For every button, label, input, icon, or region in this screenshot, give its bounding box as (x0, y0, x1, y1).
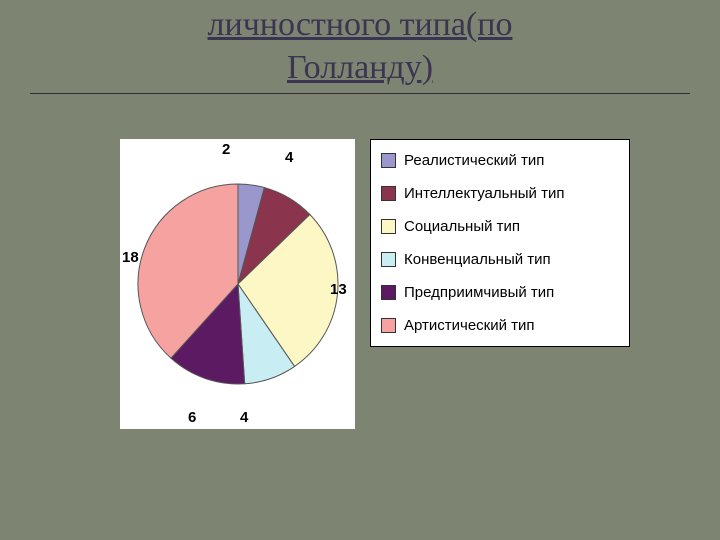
legend-label: Конвенциальный тип (404, 251, 551, 268)
legend-label: Артистический тип (404, 317, 535, 334)
title-line-1: личностного типа(по (208, 6, 513, 43)
legend-item: Реалистический тип (381, 152, 619, 169)
legend-label: Интеллектуальный тип (404, 185, 564, 202)
legend-item: Социальный тип (381, 218, 619, 235)
legend-item: Предприимчивый тип (381, 284, 619, 301)
chart-area: 2 4 13 4 6 18 Реалистический тип Интеллектуаль… (0, 94, 720, 489)
legend-label: Реалистический тип (404, 152, 544, 169)
pie-svg (133, 179, 343, 389)
legend-swatch (381, 252, 396, 267)
legend-label: Социальный тип (404, 218, 520, 235)
pie-slice-label: 2 (222, 141, 230, 158)
pie-slice-label: 6 (188, 409, 196, 426)
chart-title: личностного типа(по Голланду) (0, 0, 720, 89)
pie-slice-label: 4 (240, 409, 248, 426)
pie-chart: 2 4 13 4 6 18 (120, 139, 355, 429)
legend-item: Артистический тип (381, 317, 619, 334)
legend-swatch (381, 318, 396, 333)
title-line-2: Голланду) (287, 49, 433, 86)
legend-swatch (381, 285, 396, 300)
legend-swatch (381, 153, 396, 168)
pie-slice-label: 13 (330, 281, 347, 298)
pie-slice-label: 18 (122, 249, 139, 266)
legend-item: Интеллектуальный тип (381, 185, 619, 202)
legend: Реалистический тип Интеллектуальный тип Со… (370, 139, 630, 347)
legend-swatch (381, 186, 396, 201)
legend-swatch (381, 219, 396, 234)
pie-slice-label: 4 (285, 149, 293, 166)
legend-item: Конвенциальный тип (381, 251, 619, 268)
legend-label: Предприимчивый тип (404, 284, 554, 301)
